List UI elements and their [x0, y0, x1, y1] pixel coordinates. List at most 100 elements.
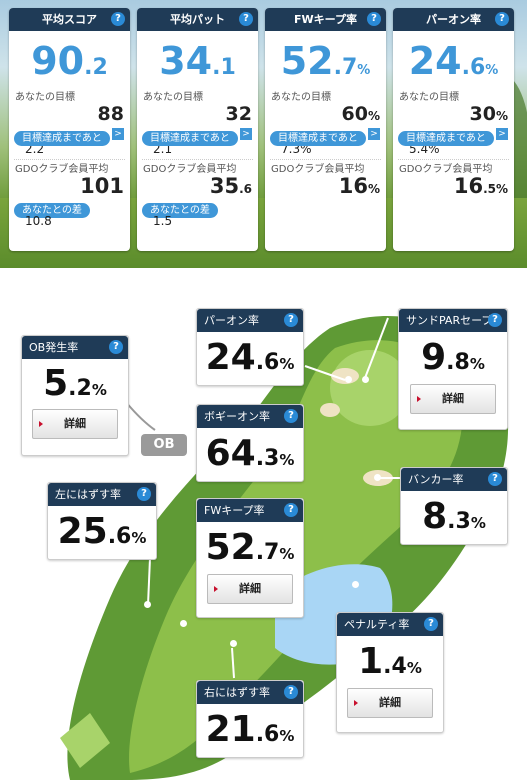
value-decimal: .6 — [255, 722, 280, 747]
help-icon[interactable]: ? — [424, 617, 438, 631]
chevron-right-icon[interactable]: > — [240, 128, 252, 140]
goal-value: 60 — [341, 103, 368, 125]
value-decimal: .3 — [255, 446, 280, 471]
value-integer: 21 — [205, 709, 256, 750]
value-unit: % — [469, 355, 485, 373]
goal-value: 32 — [225, 103, 252, 125]
value-integer: 1 — [358, 641, 384, 682]
ob-tag: OB — [141, 434, 187, 456]
value-decimal: .2 — [68, 376, 92, 401]
difference-value: 10.8 — [25, 214, 52, 228]
chevron-right-icon[interactable]: > — [496, 128, 508, 140]
marker-dot — [180, 620, 187, 627]
penalty-rate-box: ペナルティ率? 1.4% 詳細 — [336, 612, 444, 733]
box-title: ペナルティ率 — [344, 618, 410, 631]
value-integer: 52 — [205, 527, 256, 568]
value-unit: % — [406, 659, 422, 677]
value-integer: 52 — [280, 39, 334, 83]
marker-dot — [144, 601, 151, 608]
box-title: 左にはずす率 — [55, 488, 121, 501]
value-integer: 34 — [159, 39, 213, 83]
value-unit: % — [279, 727, 295, 745]
club-average-value: 16 — [338, 174, 368, 198]
card-title: パーオン率 — [426, 13, 481, 26]
value-unit: % — [131, 529, 147, 547]
card-main-value: 34.1 — [137, 31, 258, 91]
goal-unit: % — [367, 109, 380, 123]
course-map: OB OB発生率? 5.2% 詳細 パーオン率? 24.6% サンドPARセーブ… — [0, 268, 527, 780]
detail-button[interactable]: 詳細 — [410, 384, 496, 414]
marker-dot — [352, 581, 359, 588]
ob-rate-box: OB発生率? 5.2% 詳細 — [21, 335, 129, 456]
help-icon[interactable]: ? — [109, 340, 123, 354]
value-unit: % — [279, 545, 295, 563]
club-average-value: 101 — [80, 174, 124, 198]
detail-button[interactable]: 詳細 — [207, 574, 293, 604]
stat-card-fw-keep: FWキープ率? 52.7% あなたの目標 60% 目標達成まであと > 7.3% … — [265, 8, 386, 251]
goal-value: 88 — [97, 103, 124, 125]
value-integer: 9 — [421, 337, 447, 378]
club-average-decimal: .6 — [239, 182, 252, 196]
club-average-label: GDOクラブ会員平均 — [15, 164, 109, 175]
help-icon[interactable]: ? — [239, 12, 253, 26]
help-icon[interactable]: ? — [367, 12, 381, 26]
reach-goal-badge: 目標達成まであと — [142, 131, 238, 146]
chevron-right-icon[interactable]: > — [112, 128, 124, 140]
club-average-label: GDOクラブ会員平均 — [399, 164, 493, 175]
value-integer: 8 — [422, 496, 448, 537]
card-title: 平均パット — [170, 13, 225, 26]
help-icon[interactable]: ? — [284, 685, 298, 699]
value-decimal: .1 — [212, 55, 236, 80]
box-title: ボギーオン率 — [204, 410, 270, 423]
goal-label: あなたの目標 — [143, 92, 203, 103]
summary-banner: 平均スコア? 90.2 あなたの目標 88 目標達成まであと > 2.2 GDOク… — [0, 0, 527, 268]
value-integer: 25 — [57, 511, 108, 552]
divider — [14, 159, 125, 160]
value-unit: % — [357, 63, 371, 78]
difference-value: 1.5 — [153, 214, 173, 228]
help-icon[interactable]: ? — [488, 472, 502, 486]
divider — [142, 159, 253, 160]
club-average-label: GDOクラブ会員平均 — [271, 164, 365, 175]
value-decimal: .6 — [461, 55, 486, 80]
reach-goal-badge: 目標達成まであと — [270, 131, 366, 146]
card-title: 平均スコア — [42, 13, 97, 26]
value-decimal: .7 — [333, 55, 358, 80]
help-icon[interactable]: ? — [111, 12, 125, 26]
difference-badge: あなたとの差 — [14, 203, 90, 218]
marker-dot — [230, 640, 237, 647]
help-icon[interactable]: ? — [284, 503, 298, 517]
difference-badge: あなたとの差 — [142, 203, 218, 218]
card-main-value: 90.2 — [9, 31, 130, 91]
card-main-value: 24.6% — [393, 31, 514, 91]
help-icon[interactable]: ? — [137, 487, 151, 501]
reach-goal-badge: 目標達成まであと — [398, 131, 494, 146]
right-miss-rate-box: 右にはずす率? 21.6% — [196, 680, 304, 758]
value-unit: % — [485, 63, 499, 78]
goal-label: あなたの目標 — [399, 92, 459, 103]
value-unit: % — [279, 355, 295, 373]
help-icon[interactable]: ? — [284, 313, 298, 327]
paron-rate-box: パーオン率? 24.6% — [196, 308, 304, 386]
marker-dot — [362, 376, 369, 383]
help-icon[interactable]: ? — [284, 409, 298, 423]
bogey-on-rate-box: ボギーオン率? 64.3% — [196, 404, 304, 482]
club-average-value: 16 — [453, 174, 484, 198]
sand-par-save-box: サンドPARセーブ? 9.8% 詳細 — [398, 308, 508, 430]
marker-dot — [374, 474, 381, 481]
value-integer: 24 — [408, 39, 462, 83]
left-miss-rate-box: 左にはずす率? 25.6% — [47, 482, 157, 560]
help-icon[interactable]: ? — [488, 313, 502, 327]
box-title: 右にはずす率 — [204, 686, 270, 699]
club-average-label: GDOクラブ会員平均 — [143, 164, 237, 175]
detail-button[interactable]: 詳細 — [32, 409, 118, 439]
help-icon[interactable]: ? — [495, 12, 509, 26]
value-decimal: .3 — [447, 509, 471, 534]
club-average-decimal: % — [367, 182, 380, 196]
reach-goal-badge: 目標達成まであと — [14, 131, 110, 146]
value-integer: 5 — [43, 363, 69, 404]
fw-keep-rate-box: FWキープ率? 52.7% 詳細 — [196, 498, 304, 618]
chevron-right-icon[interactable]: > — [368, 128, 380, 140]
detail-button[interactable]: 詳細 — [347, 688, 433, 718]
value-decimal: .4 — [383, 654, 407, 679]
